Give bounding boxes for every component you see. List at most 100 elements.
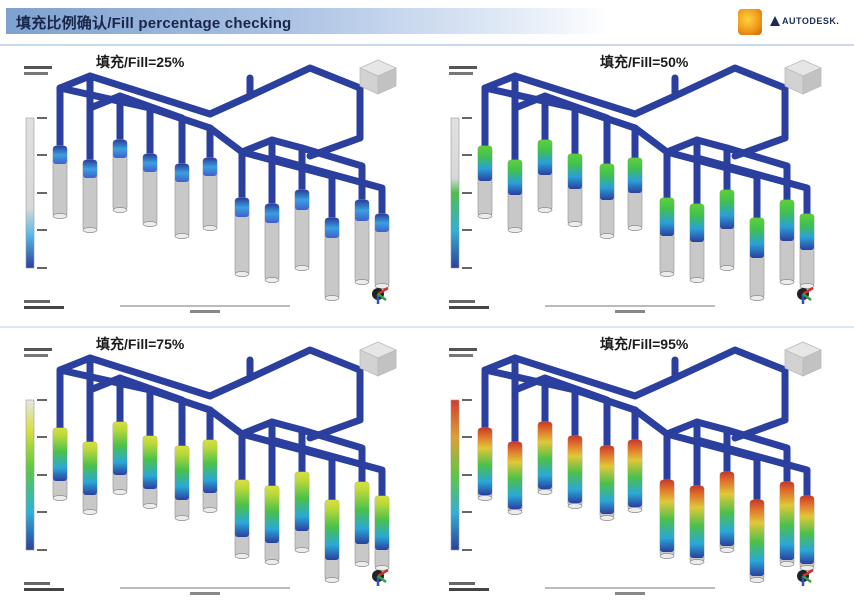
cavity-part: [174, 163, 190, 239]
software-tag: [449, 306, 489, 309]
runner-segment: [671, 346, 789, 424]
cavity-filled-region: [113, 422, 127, 475]
cavity-filled-region: [53, 146, 67, 164]
scale-bar-label: [190, 592, 220, 595]
cavity-filled-region: [295, 190, 309, 210]
cavity-filled-region: [175, 164, 189, 182]
axis-triad-icon: [372, 286, 389, 304]
view-cube-icon[interactable]: [359, 341, 397, 377]
cavity-bottom: [779, 279, 795, 285]
cavity-bottom: [374, 565, 390, 571]
cavity-bottom: [659, 271, 675, 277]
cavity-filled-region: [750, 500, 764, 576]
cavity-bottom: [799, 565, 815, 571]
scale-tick-label: [462, 117, 472, 119]
scale-tick-label: [462, 436, 472, 438]
cavity-filled-region: [375, 214, 389, 232]
cavity-filled-region: [720, 190, 734, 229]
color-scale-bar: [450, 399, 460, 551]
scale-tick-label: [462, 399, 472, 401]
software-tag: [24, 306, 64, 309]
cavity-part: [799, 213, 815, 289]
cavity-part: [264, 203, 280, 283]
cavity-filled-region: [83, 160, 97, 178]
cavity-filled-region: [175, 446, 189, 500]
runner-segment: [86, 354, 254, 400]
cavity-bottom: [507, 509, 523, 515]
cavity-bottom: [477, 495, 493, 501]
scale-tick-label: [37, 267, 47, 269]
cavity-filled-region: [508, 160, 522, 195]
view-cube-icon[interactable]: [784, 341, 822, 377]
scale-tick-label: [37, 436, 47, 438]
cavity-filled-region: [538, 422, 552, 489]
cavity-part: [599, 163, 615, 239]
logo-mark-icon: [738, 9, 762, 35]
color-scale-bar: [25, 117, 35, 269]
scale-tick-label: [462, 154, 472, 156]
scale-bar-label: [615, 592, 645, 595]
cavity-part: [264, 485, 280, 565]
cavity-bottom: [354, 561, 370, 567]
software-tag: [449, 582, 475, 585]
cavity-filled-region: [325, 218, 339, 238]
cavity-filled-region: [660, 480, 674, 552]
runner-segment: [481, 366, 579, 440]
header-divider: [0, 44, 854, 46]
runner-segment: [693, 436, 811, 500]
cavity-part: [537, 421, 553, 495]
cavity-bottom: [627, 225, 643, 231]
view-cube-icon[interactable]: [359, 59, 397, 95]
cavity-part: [234, 197, 250, 277]
cavity-part: [202, 439, 218, 513]
cavity-bottom: [234, 553, 250, 559]
runner-segment: [246, 64, 364, 142]
software-tag: [24, 588, 64, 591]
scale-tick-label: [37, 192, 47, 194]
fill-simulation-graphic: [24, 341, 397, 595]
runner-segment: [481, 84, 579, 158]
cavity-bottom: [354, 279, 370, 285]
runner-segment: [306, 134, 364, 160]
fill-simulation-graphic: [24, 59, 397, 313]
result-header-line: [24, 66, 52, 69]
scale-tick-label: [462, 549, 472, 551]
runner-segment: [731, 134, 789, 160]
runner-system: [481, 346, 811, 504]
result-header-line: [24, 348, 52, 351]
cavity-filled-region: [600, 164, 614, 200]
cavity-filled-region: [113, 140, 127, 158]
cavity-bottom: [52, 495, 68, 501]
runner-segment: [671, 64, 789, 142]
cavity-part: [324, 217, 340, 301]
cavity-bottom: [477, 213, 493, 219]
runner-segment: [238, 418, 276, 490]
runner-segment: [56, 366, 154, 440]
cavity-filled-region: [235, 198, 249, 217]
cavity-bottom: [294, 547, 310, 553]
cavity-filled-region: [690, 486, 704, 558]
cavity-part: [52, 145, 68, 219]
cavity-part: [202, 157, 218, 231]
runner-segment: [206, 124, 246, 156]
runner-segment: [268, 154, 386, 218]
cavity-bottom: [659, 553, 675, 559]
cavity-bottom: [142, 503, 158, 509]
runner-segment: [511, 354, 679, 400]
cavity-part: [354, 199, 370, 285]
cavity-part: [537, 139, 553, 213]
panel-label: 填充/Fill=95%: [600, 336, 689, 352]
runner-segment: [306, 416, 364, 442]
cavity-bottom: [82, 509, 98, 515]
cavity-part: [82, 441, 98, 515]
cavity-part: [599, 445, 615, 521]
scale-tick-label: [462, 474, 472, 476]
panel-label: 填充/Fill=25%: [96, 54, 185, 70]
runner-system: [481, 64, 811, 222]
cavity-part: [52, 427, 68, 501]
cavity-filled-region: [143, 436, 157, 489]
view-cube-icon[interactable]: [784, 59, 822, 95]
software-tag: [24, 300, 50, 303]
cavity-bottom: [567, 503, 583, 509]
cavity-bottom: [112, 489, 128, 495]
